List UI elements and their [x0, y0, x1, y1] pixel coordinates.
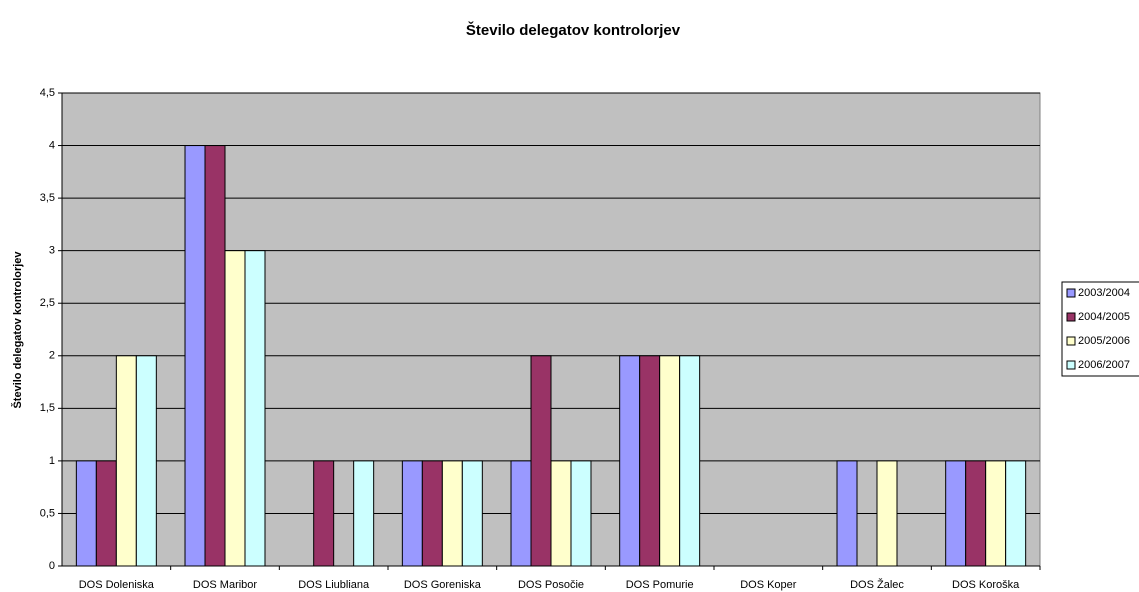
bar	[224, 250, 246, 567]
y-axis-label: Število delegatov kontrolorjev	[11, 251, 24, 409]
bar	[550, 460, 572, 567]
y-tick-label: 3	[49, 245, 55, 257]
bar	[639, 355, 661, 567]
legend-swatch	[1066, 360, 1076, 370]
bar	[353, 460, 375, 567]
bar	[441, 460, 463, 567]
x-tick-label: DOS Liubliana	[298, 579, 370, 591]
bar	[876, 460, 898, 567]
y-tick-label: 4	[49, 139, 55, 151]
bar	[570, 460, 592, 567]
bar	[985, 460, 1007, 567]
bar	[135, 355, 157, 567]
bar	[95, 460, 117, 567]
y-tick-label: 0,5	[40, 507, 55, 519]
legend-swatch	[1066, 288, 1076, 298]
bar	[401, 460, 423, 567]
bar	[75, 460, 97, 567]
legend-label: 2004/2005	[1078, 311, 1130, 323]
bar	[659, 355, 681, 567]
x-tick-label: DOS Goreniska	[404, 579, 482, 591]
bar	[530, 355, 552, 567]
y-tick-label: 4,5	[40, 87, 55, 99]
bar	[244, 250, 266, 567]
y-tick-label: 3,5	[40, 192, 55, 204]
y-tick-label: 0	[49, 560, 55, 572]
bar	[510, 460, 532, 567]
bar	[461, 460, 483, 567]
y-tick-label: 1,5	[40, 402, 55, 414]
bar	[1005, 460, 1027, 567]
bar	[945, 460, 967, 567]
x-tick-label: DOS Koroška	[952, 579, 1020, 591]
bar	[115, 355, 137, 567]
chart-title: Število delegatov kontrolorjev	[466, 21, 681, 39]
x-tick-label: DOS Koper	[740, 579, 797, 591]
y-tick-label: 2,5	[40, 297, 55, 309]
bar	[965, 460, 987, 567]
bar	[679, 355, 701, 567]
bar	[619, 355, 641, 567]
bar	[204, 145, 226, 567]
x-tick-label: DOS Doleniska	[79, 579, 155, 591]
bar	[313, 460, 335, 567]
bar	[836, 460, 858, 567]
legend-label: 2006/2007	[1078, 359, 1130, 371]
y-tick-label: 2	[49, 350, 55, 362]
x-tick-label: DOS Posočie	[518, 579, 584, 591]
y-tick-label: 1	[49, 455, 55, 467]
legend-swatch	[1066, 312, 1076, 322]
x-tick-label: DOS Žalec	[850, 578, 904, 591]
legend-label: 2003/2004	[1078, 287, 1130, 299]
bar	[184, 145, 206, 567]
legend-label: 2005/2006	[1078, 335, 1130, 347]
legend-box	[1061, 281, 1139, 377]
legend-swatch	[1066, 336, 1076, 346]
x-tick-label: DOS Pomurie	[626, 579, 694, 591]
bar	[421, 460, 443, 567]
x-tick-label: DOS Maribor	[193, 579, 258, 591]
